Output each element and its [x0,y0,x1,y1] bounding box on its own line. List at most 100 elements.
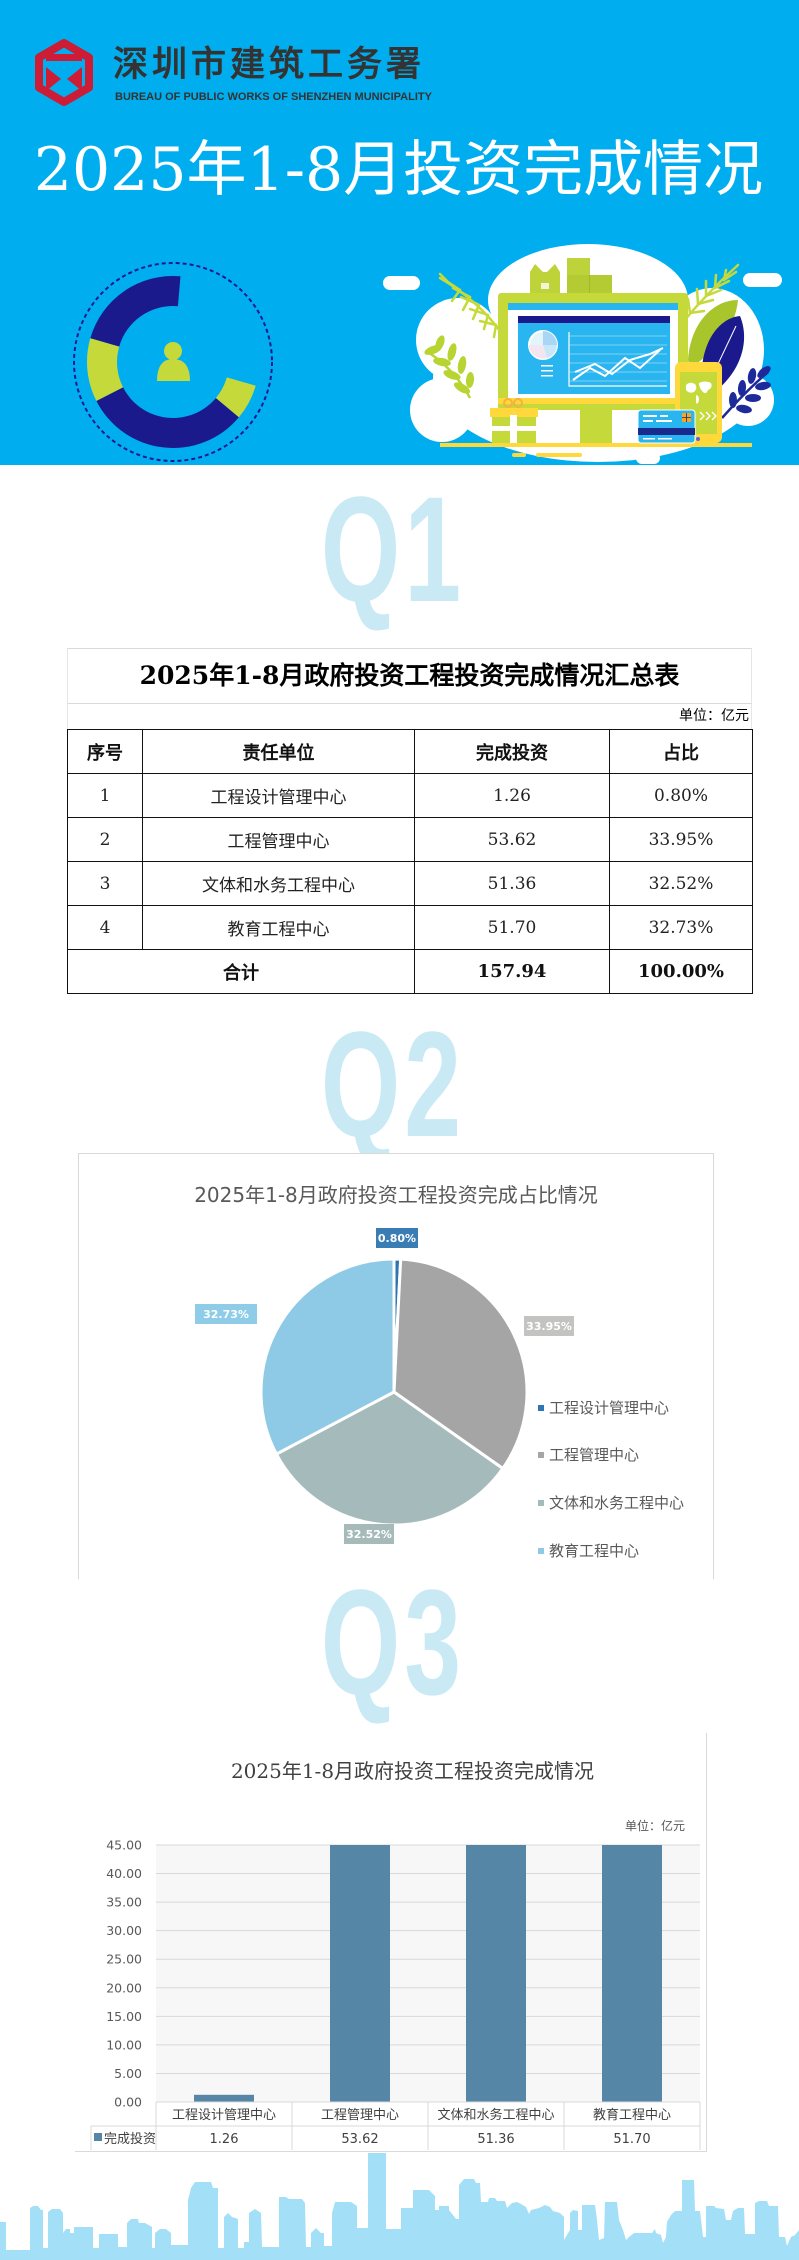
pie-data-label: 32.73% [195,1304,257,1324]
summary-table-section: 2025年1-8月政府投资工程投资完成情况汇总表 单位：亿元 序号 责任单位 完… [67,648,753,994]
table-header-row: 序号 责任单位 完成投资 占比 [67,729,753,774]
bar [466,1845,526,2102]
fern-left-icon [424,335,475,399]
value-label: 1.26 [210,2132,239,2147]
series-name: 完成投资 [104,2131,156,2147]
bar-chart: 2025年1-8月政府投资工程投资完成情况 单位：亿元 0.00 5.00 10.0… [75,1733,707,2152]
section-marker-q1: Q1 [320,465,466,633]
pie-chart: 2025年1-8月政府投资工程投资完成占比情况 0.80% 33.95% 32.52… [78,1153,714,1579]
summary-table-unit: 单位：亿元 [67,704,752,729]
category-label: 工程管理中心 [321,2108,399,2123]
cell-unit: 文体和水务工程中心 [142,861,415,906]
legend-marker-icon [538,1548,544,1554]
bureau-logo-icon [35,39,93,106]
table-row: 1 工程设计管理中心 1.26 0.80% [67,773,753,818]
column-header-no: 序号 [67,729,143,774]
fern-navy-icon [721,366,771,419]
y-tick-label: 45.00 [106,1838,142,1853]
cell-unit: 教育工程中心 [142,905,415,950]
palm-leaf-left-icon [438,272,505,339]
total-label: 合计 [67,949,415,994]
svg-text:33.95%: 33.95% [526,1320,572,1333]
value-label: 51.36 [477,2132,514,2147]
column-header-investment: 完成投资 [414,729,610,774]
legend-marker-icon [538,1405,544,1411]
summary-table: 序号 责任单位 完成投资 占比 1 工程设计管理中心 1.26 0.80% 2 … [67,729,753,994]
total-investment: 157.94 [414,949,610,994]
y-tick-label: 25.00 [106,1952,142,1967]
header-artwork [35,39,782,464]
y-tick-label: 35.00 [106,1895,142,1910]
total-share: 100.00% [609,949,753,994]
bar [194,2094,254,2102]
section-marker-q2: Q2 [320,1000,466,1168]
y-tick-label: 40.00 [106,1866,142,1881]
package-boxes-icon [530,258,612,294]
cell-unit: 工程管理中心 [142,817,415,862]
cell-no: 1 [67,773,143,818]
bar-chart-unit-label: 单位：亿元 [624,1819,685,1833]
cell-share: 32.52% [609,861,753,906]
pie-slice [392,1257,529,1471]
y-tick-label: 0.00 [114,2095,142,2110]
summary-table-title: 2025年1-8月政府投资工程投资完成情况汇总表 [67,648,752,704]
computer-dashboard-illustration-icon [383,244,782,464]
svg-text:0.80%: 0.80% [378,1232,416,1245]
cell-share: 0.80% [609,773,753,818]
pie-chart-plot: 0.80% 33.95% 32.52% 32.73% 工程设计管理中心工程管理中心文体和… [195,1228,684,1560]
org-name-en: BUREAU OF PUBLIC WORKS OF SHENZHEN MUNIC… [115,91,432,103]
cell-investment: 53.62 [414,817,610,862]
cell-share: 32.73% [609,905,753,950]
legend-item: 教育工程中心 [538,1542,639,1560]
table-total-row: 合计 157.94 100.00% [67,949,753,994]
table-row: 3 文体和水务工程中心 51.36 32.52% [67,861,753,906]
legend-key-icon [94,2133,102,2141]
category-label: 文体和水务工程中心 [437,2107,554,2123]
legend-marker-icon [538,1452,544,1458]
column-header-unit: 责任单位 [142,729,415,774]
value-label: 53.62 [341,2132,378,2147]
pie-chart-title: 2025年1-8月政府投资工程投资完成占比情况 [194,1183,598,1207]
cell-share: 33.95% [609,817,753,862]
section-marker-q3: Q3 [320,1558,466,1726]
org-name-cn: 深圳市建筑工务署 [113,45,426,85]
pie-slice [259,1257,396,1457]
legend-item: 文体和水务工程中心 [538,1494,684,1512]
category-label: 教育工程中心 [593,2107,671,2123]
svg-text:32.73%: 32.73% [203,1308,249,1321]
cell-investment: 1.26 [414,773,610,818]
legend-item: 工程设计管理中心 [538,1399,669,1417]
page-title: 2025年1-8月投资完成情况 [33,135,764,205]
city-skyline-icon [0,2153,799,2260]
y-tick-label: 5.00 [114,2066,142,2081]
pie-data-label: 32.52% [344,1524,394,1544]
gift-box-icon [490,398,538,443]
pie-data-label: 33.95% [524,1316,574,1336]
y-tick-label: 15.00 [106,2009,142,2024]
value-label: 51.70 [613,2132,650,2147]
legend-marker-icon [538,1500,544,1506]
donut-chart-illustration-icon [73,262,273,462]
bar [330,1845,390,2102]
cell-no: 4 [67,905,143,950]
pie-data-label: 0.80% [376,1228,418,1248]
bar [602,1845,662,2102]
cell-no: 3 [67,861,143,906]
legend-label: 工程管理中心 [549,1446,639,1464]
y-tick-label: 30.00 [106,1923,142,1938]
cell-unit: 工程设计管理中心 [142,773,415,818]
bar-chart-plot: 0.00 5.00 10.00 15.00 20.00 25.00 30.00 35.00 40… [90,1838,701,2150]
category-label: 工程设计管理中心 [172,2108,276,2123]
legend-item: 工程管理中心 [538,1446,639,1464]
bar-chart-title: 2025年1-8月政府投资工程投资完成情况 [230,1759,595,1783]
cell-investment: 51.36 [414,861,610,906]
table-row: 4 教育工程中心 51.70 32.73% [67,905,753,950]
legend-label: 教育工程中心 [549,1542,639,1560]
svg-text:32.52%: 32.52% [346,1528,392,1541]
header-banner: 深圳市建筑工务署 BUREAU OF PUBLIC WORKS OF SHENZ… [0,0,799,465]
credit-card-icon [637,409,696,444]
table-row: 2 工程管理中心 53.62 33.95% [67,817,753,862]
y-tick-label: 10.00 [106,2037,142,2052]
monitor-icon [440,293,752,457]
